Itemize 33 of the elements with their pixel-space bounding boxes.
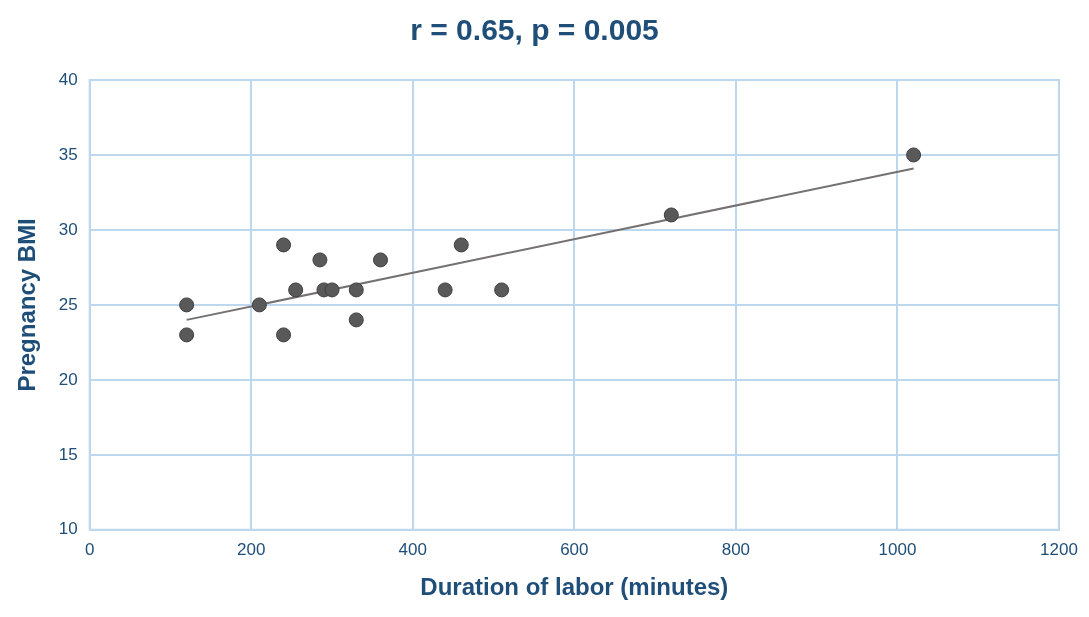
x-tick-label: 1000 (878, 539, 917, 559)
chart-title: r = 0.65, p = 0.005 (410, 13, 659, 47)
point (437, 282, 453, 298)
point (663, 207, 679, 223)
point (453, 237, 469, 253)
x-tick-label: 0 (84, 539, 95, 559)
y-tick-label: 15 (58, 444, 78, 464)
point (906, 147, 922, 163)
x-tick-label: 200 (237, 539, 266, 559)
point (276, 237, 292, 253)
point (312, 252, 328, 268)
y-tick-label: 20 (58, 369, 78, 389)
point (179, 297, 195, 313)
point (276, 327, 292, 343)
y-tick-label: 30 (58, 219, 78, 239)
x-tick-label: 800 (721, 539, 751, 559)
point (373, 252, 388, 268)
point (324, 282, 340, 298)
point (288, 282, 304, 298)
point (348, 282, 364, 298)
y-tick-label: 40 (58, 69, 78, 89)
point (251, 297, 267, 313)
x-tick-label: 1200 (1040, 539, 1078, 559)
x-tick-label: 600 (560, 539, 589, 559)
y-axis-title: Pregnancy BMI (13, 218, 41, 392)
y-tick-label: 25 (58, 294, 78, 314)
point (179, 327, 195, 343)
x-axis-title: Duration of labor (minutes) (420, 573, 729, 601)
point (494, 282, 510, 298)
x-tick-label: 400 (398, 539, 427, 559)
y-tick-label: 35 (58, 144, 78, 164)
y-tick-label: 10 (58, 519, 78, 539)
point (348, 312, 364, 328)
